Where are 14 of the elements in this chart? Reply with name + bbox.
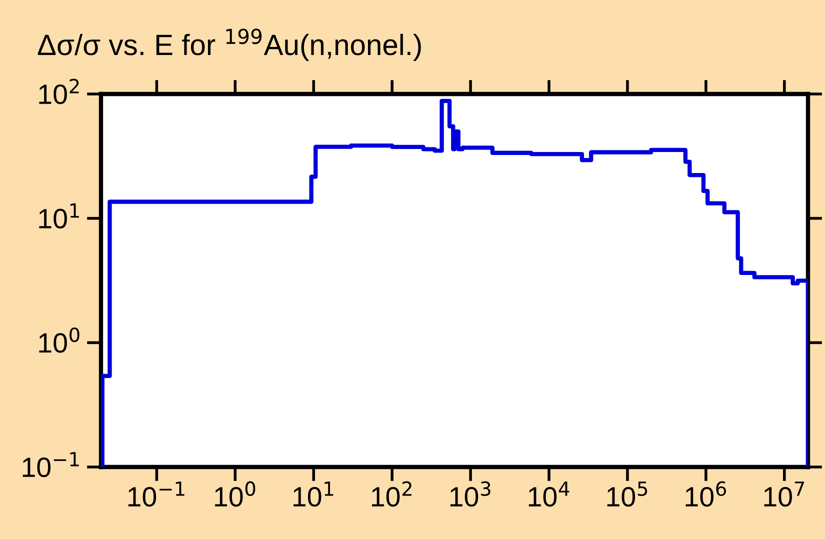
x-tick-label: 10$^{1}$ [294,482,334,507]
y-tick-label: 10$^{1}$ [39,203,79,228]
x-tick-label: 10$^{2}$ [372,481,412,507]
x-tick-label: 10$^{0}$ [215,481,256,507]
x-tick-label: 10$^{6}$ [686,481,726,507]
x-tick-label: 10$^{7}$ [764,482,804,507]
x-tick-label: 10$^{3}$ [450,481,490,507]
x-tick-label: 10$^{5}$ [607,482,648,507]
x-tick-label: 10$^{4}$ [528,482,570,507]
chart-title: Δσ/σ vs. E for $^{199}$Au(n,nonel.) [38,28,421,62]
x-tick-label: 10$^{−1}$ [128,482,184,507]
y-tick-label: 10$^{−1}$ [22,452,79,478]
y-tick-label: 10$^{0}$ [39,327,80,353]
y-tick-label: 10$^{2}$ [39,78,79,104]
